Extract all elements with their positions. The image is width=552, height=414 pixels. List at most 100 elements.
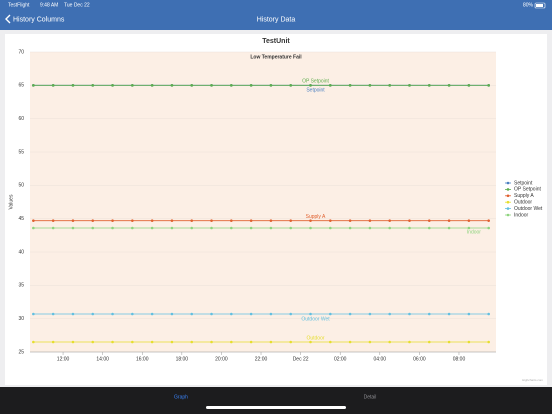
data-point xyxy=(150,340,154,344)
legend-label: OP Setpoint xyxy=(514,187,541,193)
tab-detail[interactable]: Detail xyxy=(364,394,377,400)
data-point xyxy=(388,226,391,230)
legend-marker xyxy=(506,188,510,191)
back-button[interactable]: History Columns xyxy=(13,16,65,23)
series-data-label: Supply A xyxy=(306,214,326,220)
data-point xyxy=(71,340,75,344)
data-point xyxy=(210,340,213,344)
x-tick-label: Dec 22 xyxy=(293,356,309,362)
y-tick-label: 60 xyxy=(18,116,24,122)
data-point xyxy=(190,84,194,87)
data-point xyxy=(447,226,451,230)
data-point xyxy=(150,312,154,316)
data-point xyxy=(150,219,154,222)
legend-marker xyxy=(506,181,510,185)
data-point xyxy=(487,312,490,316)
data-point xyxy=(32,340,35,344)
chart-subtitle: Low Temperature Fail xyxy=(250,54,302,60)
legend-label: Outdoor xyxy=(514,200,532,206)
status-time: 9:48 AM xyxy=(40,2,58,8)
legend-marker xyxy=(506,213,510,217)
data-point xyxy=(427,340,431,344)
data-point xyxy=(329,340,332,344)
data-point xyxy=(487,340,490,344)
data-point xyxy=(249,312,253,316)
data-point xyxy=(91,226,95,230)
data-point xyxy=(111,340,114,344)
data-point xyxy=(230,219,233,222)
data-point xyxy=(329,219,332,222)
data-point xyxy=(210,84,213,87)
data-point xyxy=(368,312,372,316)
data-point xyxy=(51,340,55,344)
data-point xyxy=(51,312,55,316)
data-point xyxy=(309,84,312,87)
series-data-label: Indoor xyxy=(467,229,482,235)
y-tick-label: 25 xyxy=(18,349,24,355)
data-point xyxy=(408,312,411,316)
series-data-label: OP Setpoint xyxy=(302,79,329,85)
data-point xyxy=(91,84,95,87)
data-point xyxy=(348,219,352,222)
data-point xyxy=(447,219,451,222)
x-tick-label: 12:00 xyxy=(57,356,70,362)
data-point xyxy=(170,84,174,87)
series-data-label: Outdoor Wet xyxy=(301,316,330,322)
data-point xyxy=(487,84,490,87)
data-point xyxy=(408,84,411,87)
data-point xyxy=(388,84,391,87)
data-point xyxy=(309,340,312,344)
back-chevron[interactable] xyxy=(5,14,11,24)
data-point xyxy=(269,219,273,222)
x-tick-label: 18:00 xyxy=(176,356,189,362)
data-point xyxy=(71,226,75,230)
data-point xyxy=(111,312,114,316)
data-point xyxy=(467,219,471,222)
plot-background xyxy=(30,52,496,352)
data-point xyxy=(51,219,55,222)
data-point xyxy=(91,312,95,316)
legend-marker xyxy=(506,200,510,204)
x-tick-label: 02:00 xyxy=(334,356,347,362)
data-point xyxy=(467,226,471,230)
data-point xyxy=(348,312,352,316)
data-point xyxy=(190,340,194,344)
data-point xyxy=(309,312,312,316)
y-tick-label: 30 xyxy=(18,316,24,322)
data-point xyxy=(249,84,253,87)
battery-icon xyxy=(534,2,546,9)
data-point xyxy=(150,226,154,230)
data-point xyxy=(131,226,134,230)
data-point xyxy=(289,340,293,344)
data-point xyxy=(131,219,134,222)
status-battery: 80% xyxy=(523,2,534,8)
data-point xyxy=(32,312,35,316)
legend-label: Supply A xyxy=(514,193,534,199)
y-tick-label: 50 xyxy=(18,183,24,189)
data-point xyxy=(309,226,312,230)
tab-graph[interactable]: Graph xyxy=(174,394,188,400)
y-axis-label: Values xyxy=(8,194,14,209)
data-point xyxy=(131,312,134,316)
nav-bar xyxy=(0,0,552,30)
data-point xyxy=(71,312,75,316)
data-point xyxy=(150,84,154,87)
data-point xyxy=(249,226,253,230)
data-point xyxy=(329,312,332,316)
data-point xyxy=(190,312,194,316)
data-point xyxy=(230,84,233,87)
x-tick-label: 22:00 xyxy=(255,356,268,362)
data-point xyxy=(309,219,312,222)
data-point xyxy=(348,340,352,344)
data-point xyxy=(447,84,451,87)
data-point xyxy=(388,312,391,316)
data-point xyxy=(249,340,253,344)
data-point xyxy=(329,84,332,87)
x-tick-label: 08:00 xyxy=(453,356,466,362)
data-point xyxy=(269,226,273,230)
data-point xyxy=(427,226,431,230)
data-point xyxy=(210,219,213,222)
data-point xyxy=(51,226,55,230)
x-tick-label: 14:00 xyxy=(96,356,109,362)
data-point xyxy=(289,312,293,316)
